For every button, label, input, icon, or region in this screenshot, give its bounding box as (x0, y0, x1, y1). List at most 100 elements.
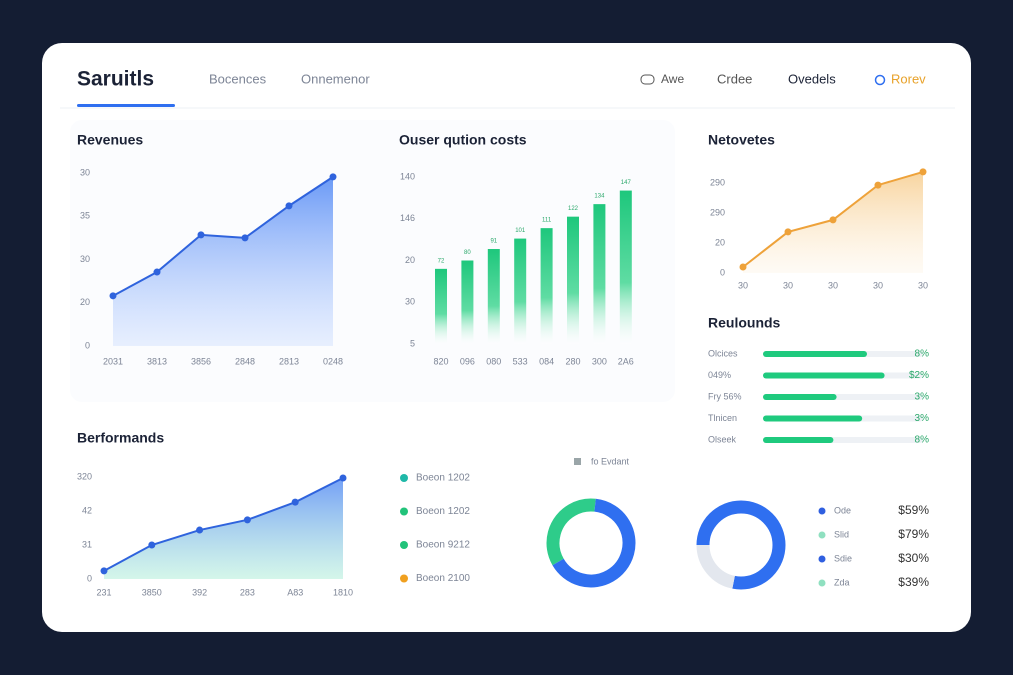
legend-dot (818, 531, 826, 539)
data-label: 122 (568, 206, 579, 212)
bar (763, 415, 863, 422)
y-tick-label: 140 (400, 171, 415, 181)
action[interactable]: Ovedels (788, 71, 836, 86)
legend-dot (400, 507, 408, 516)
point (196, 526, 204, 534)
legend-label: Boeon 2100 (416, 573, 470, 584)
bar (540, 228, 553, 344)
data-label: 134 (594, 194, 605, 200)
legend-label: Ode (834, 505, 851, 515)
y-tick-label: 320 (77, 471, 92, 481)
point (291, 498, 299, 506)
donut-segment (546, 498, 636, 588)
data-label: 72 (438, 258, 445, 264)
x-tick-label: A83 (287, 587, 303, 597)
row-label: 049% (708, 370, 731, 380)
y-tick-label: 0 (85, 340, 90, 350)
bar (763, 437, 834, 443)
legend-label: Boeon 1202 (416, 506, 470, 517)
row-label: Olcices (708, 348, 738, 358)
point (197, 231, 205, 239)
data-label: 101 (515, 228, 526, 234)
x-tick-label: 820 (433, 356, 448, 366)
legend-label: Boeon 1202 (416, 473, 470, 484)
y-tick-label: 31 (82, 539, 92, 549)
x-tick-label: 30 (918, 280, 928, 290)
point (784, 228, 792, 236)
panel-title: Berformands (77, 430, 164, 446)
row-figure: 3% (915, 392, 930, 403)
data-label: 147 (621, 180, 632, 186)
line (103, 477, 344, 572)
point (739, 263, 747, 271)
legend-swatch (574, 458, 581, 465)
y-tick-label: 42 (82, 505, 92, 515)
x-tick-label: 096 (460, 356, 475, 366)
x-tick-label: 30 (783, 280, 793, 290)
y-tick-label: 30 (80, 254, 90, 264)
row-figure: 3% (915, 413, 930, 424)
panel-title: Netovetes (708, 132, 775, 148)
legend-dot (400, 574, 408, 583)
x-tick-label: 231 (96, 587, 111, 597)
legend-dot (818, 507, 826, 515)
legend-label: Sdie (834, 553, 852, 563)
row-figure: 8% (915, 349, 930, 360)
legend-label: Zda (834, 577, 850, 587)
point (153, 268, 161, 276)
y-tick-label: 30 (405, 297, 415, 307)
x-tick-label: 392 (192, 587, 207, 597)
legend-dot (818, 555, 826, 563)
x-tick-label: 30 (873, 280, 883, 290)
line (112, 176, 334, 297)
bar (763, 394, 837, 400)
x-tick-label: 2813 (279, 356, 299, 366)
legend-figure: $59% (898, 503, 929, 517)
donut-segment (696, 500, 786, 590)
x-tick-label: 30 (738, 280, 748, 290)
legend-figure: $79% (898, 527, 929, 541)
action[interactable]: Awe (661, 72, 684, 86)
row-label: Tlnicen (708, 413, 737, 423)
nav-link[interactable]: Bocences (209, 71, 267, 86)
tab-underline (77, 104, 175, 107)
y-tick-label: 20 (405, 255, 415, 265)
area (113, 176, 333, 346)
y-tick-label: 0 (87, 573, 92, 583)
y-tick-label: 30 (80, 167, 90, 177)
y-tick-label: 5 (410, 338, 415, 348)
x-tick-label: 300 (592, 356, 607, 366)
point (241, 234, 249, 242)
legend-dot (818, 579, 826, 587)
legend-figure: $39% (898, 575, 929, 589)
x-tick-label: 2848 (235, 356, 255, 366)
y-tick-label: 20 (80, 297, 90, 307)
point (148, 541, 156, 549)
bar (514, 238, 527, 344)
bar (593, 204, 606, 344)
point (100, 567, 108, 575)
point (243, 516, 251, 524)
x-tick-label: 084 (539, 356, 554, 366)
x-tick-label: 30 (828, 280, 838, 290)
x-tick-label: 1810 (333, 587, 353, 597)
legend-label: Boeon 9212 (416, 540, 470, 551)
action[interactable]: Rorev (891, 71, 926, 86)
nav-link[interactable]: Onnemenor (301, 71, 370, 86)
bar (763, 372, 885, 379)
legend-label: Slid (834, 529, 849, 539)
panel-title: Ouser qution costs (399, 132, 527, 148)
y-tick-label: 0 (720, 267, 725, 277)
panel-title: Revenues (77, 132, 143, 148)
y-tick-label: 290 (710, 177, 725, 187)
row-figure: $2% (909, 370, 929, 381)
y-tick-label: 35 (80, 211, 90, 221)
point (109, 292, 117, 300)
y-tick-label: 146 (400, 213, 415, 223)
action[interactable]: Crdee (717, 71, 752, 86)
bar (619, 190, 632, 344)
legend-dot (400, 474, 408, 482)
row-label: Olseek (708, 434, 737, 444)
data-label: 91 (490, 239, 497, 245)
